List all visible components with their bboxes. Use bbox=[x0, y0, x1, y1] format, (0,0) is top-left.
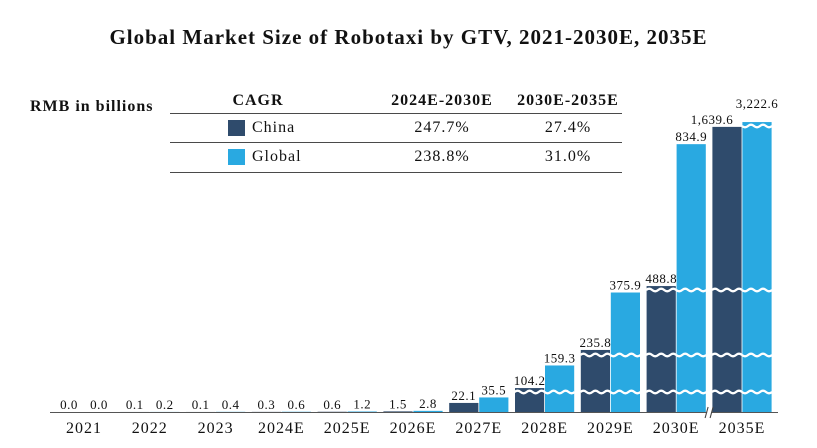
axis-break-wave bbox=[645, 287, 677, 293]
axis-break-wave bbox=[711, 389, 743, 395]
x-tick-label: 2030E bbox=[653, 420, 700, 437]
china-value-label: 1.5 bbox=[389, 396, 407, 411]
axis-break-wave bbox=[579, 389, 612, 395]
axis-break-wave bbox=[741, 123, 773, 129]
china-bar bbox=[383, 411, 413, 412]
china-value-label: 0.0 bbox=[60, 397, 78, 412]
china-bar bbox=[580, 349, 610, 412]
global-bar bbox=[676, 144, 706, 412]
x-tick-label: 2026E bbox=[390, 420, 437, 437]
x-tick-label: 2024E bbox=[258, 420, 305, 437]
legend-swatch-china bbox=[228, 120, 245, 136]
axis-break-wave bbox=[543, 389, 576, 395]
x-tick-label: 2035E bbox=[719, 420, 766, 437]
cagr-header: CAGR bbox=[232, 92, 284, 109]
x-tick-label: 2023 bbox=[198, 420, 234, 437]
global-value-label: 1.2 bbox=[353, 397, 371, 412]
global-value-label: 375.9 bbox=[610, 278, 642, 293]
axis-break-wave bbox=[741, 352, 773, 358]
cagr-value: 247.7% bbox=[414, 119, 470, 136]
global-value-label: 0.6 bbox=[288, 397, 306, 412]
china-bar bbox=[646, 286, 676, 412]
axis-break-wave bbox=[675, 352, 707, 358]
x-tick-label: 2022 bbox=[132, 420, 168, 437]
y-axis-unit-label: RMB in billions bbox=[30, 98, 154, 115]
value-labels: 0.0 0.0 0.1 0.2 0.1 0.4 0.3 0.6 0.6 1.2 1.5 2.8 22.1… bbox=[60, 96, 778, 412]
global-value-label: 0.2 bbox=[156, 397, 174, 412]
china-value-label: 235.8 bbox=[580, 335, 612, 350]
axis-break-wave bbox=[609, 389, 642, 395]
china-value-label: 0.3 bbox=[258, 397, 276, 412]
axis-break-wave bbox=[675, 287, 707, 293]
x-tick-label: 2021 bbox=[66, 420, 102, 437]
global-value-label: 2.8 bbox=[419, 396, 437, 411]
china-value-label: 104.2 bbox=[514, 373, 546, 388]
axis-break-wave bbox=[609, 352, 642, 358]
x-tick-label: 2029E bbox=[587, 420, 634, 437]
axis-break-waves bbox=[513, 123, 773, 395]
china-value-label: 22.1 bbox=[451, 388, 476, 403]
legend-label-china: China bbox=[252, 119, 296, 136]
china-bar bbox=[449, 402, 479, 412]
china-bar bbox=[712, 126, 742, 412]
axis-break-wave bbox=[645, 352, 677, 358]
china-value-label: 0.1 bbox=[126, 397, 144, 412]
global-bar bbox=[413, 410, 443, 412]
chart-title: Global Market Size of Robotaxi by GTV, 2… bbox=[109, 25, 708, 49]
axis-break-wave bbox=[675, 389, 707, 395]
global-bar bbox=[742, 122, 772, 413]
table-rule bbox=[170, 142, 622, 143]
x-tick-label: 2025E bbox=[324, 420, 371, 437]
global-value-label: 3,222.6 bbox=[736, 96, 779, 111]
axis-break-wave bbox=[711, 352, 743, 358]
axis-break-wave bbox=[645, 389, 677, 395]
global-value-label: 0.4 bbox=[222, 397, 240, 412]
axis-break-wave bbox=[711, 287, 743, 293]
global-value-label: 159.3 bbox=[544, 350, 576, 365]
table-rule bbox=[170, 113, 622, 114]
global-value-label: 834.9 bbox=[675, 129, 707, 144]
axis-break-wave bbox=[741, 389, 773, 395]
global-bar bbox=[545, 365, 575, 412]
cagr-value: 238.8% bbox=[414, 148, 470, 165]
table-rule bbox=[170, 172, 622, 173]
x-axis-break-gap bbox=[707, 410, 712, 415]
global-bar bbox=[479, 397, 509, 412]
china-value-label: 0.1 bbox=[192, 397, 210, 412]
china-value-label: 1,639.6 bbox=[691, 112, 734, 127]
cagr-value: 31.0% bbox=[544, 148, 592, 165]
china-value-label: 0.6 bbox=[323, 397, 341, 412]
cagr-column-header: 2030E-2035E bbox=[517, 92, 619, 109]
x-tick-label: 2028E bbox=[521, 420, 568, 437]
global-value-label: 0.0 bbox=[90, 397, 108, 412]
x-tick-label: 2027E bbox=[455, 420, 502, 437]
cagr-value: 27.4% bbox=[544, 119, 592, 136]
legend-swatch-global bbox=[228, 149, 245, 165]
cagr-column-header: 2024E-2030E bbox=[391, 92, 493, 109]
axis-break-wave bbox=[741, 287, 773, 293]
axis-break-wave bbox=[579, 352, 612, 358]
legend-label-global: Global bbox=[252, 148, 302, 165]
global-value-label: 35.5 bbox=[481, 382, 506, 397]
axis-break-wave bbox=[513, 389, 546, 395]
x-axis: 2021 2022 2023 2024E 2025E 2026E 2027E 2028E 202… bbox=[50, 406, 778, 437]
x-axis-break-mark bbox=[709, 406, 714, 419]
china-value-label: 488.8 bbox=[645, 271, 677, 286]
x-axis-break-mark bbox=[704, 406, 709, 419]
